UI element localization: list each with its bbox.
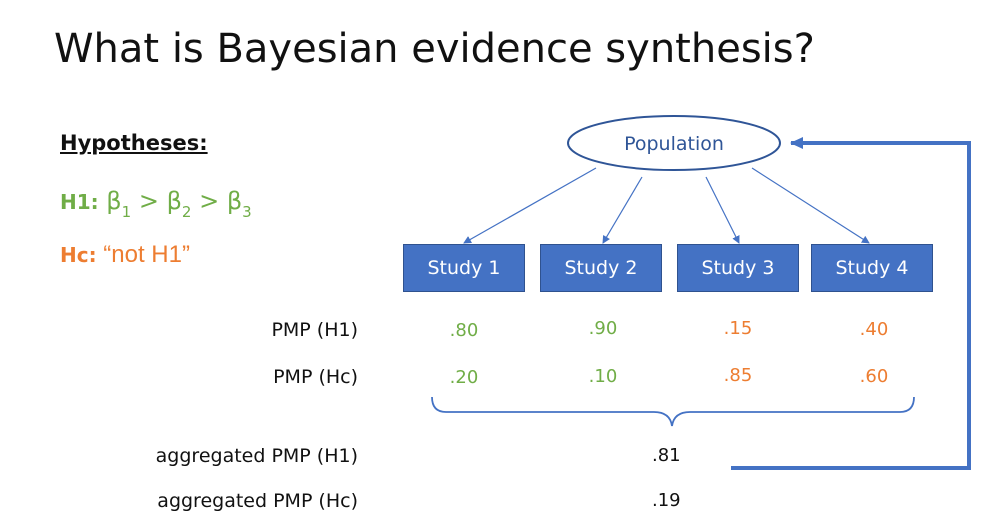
study-1-box: Study 1 [403, 244, 525, 292]
hypothesis-h1: H1: β1 > β2 > β3 [60, 187, 252, 221]
pmp-h1-study-3: .15 [723, 318, 753, 339]
beta-2: β2 [166, 187, 192, 221]
study-2-box: Study 2 [540, 244, 662, 292]
arrow-to-study-1 [463, 167, 597, 244]
aggregated-hc-label: aggregated PMP (Hc) [157, 490, 358, 512]
hc-text: “not H1” [103, 241, 190, 268]
beta-1: β1 [106, 187, 132, 221]
study-4-box: Study 4 [811, 244, 933, 292]
h1-label: H1: [60, 190, 99, 214]
gt-sign: > [199, 187, 220, 215]
population-label: Population [624, 133, 724, 155]
aggregated-hc-value: .19 [652, 490, 681, 511]
pmp-hc-label: PMP (Hc) [273, 366, 358, 388]
arrow-to-study-2 [602, 176, 643, 244]
pmp-hc-study-2: .10 [588, 366, 618, 387]
hypothesis-hc: Hc: “not H1” [60, 241, 190, 269]
aggregated-h1-label: aggregated PMP (H1) [155, 445, 358, 467]
feedback-arrow [731, 137, 971, 470]
pmp-h1-label: PMP (H1) [271, 319, 358, 341]
population-node [567, 115, 781, 171]
pmp-hc-study-1: .20 [449, 367, 479, 388]
arrow-to-study-4 [751, 167, 870, 244]
pmp-h1-study-2: .90 [588, 318, 618, 339]
hypotheses-heading: Hypotheses: [60, 131, 208, 155]
study-3-box: Study 3 [677, 244, 799, 292]
pmp-hc-study-4: .60 [859, 366, 889, 387]
pmp-h1-study-4: .40 [859, 319, 889, 340]
slide-title: What is Bayesian evidence synthesis? [54, 26, 815, 72]
pmp-h1-study-1: .80 [449, 320, 479, 341]
aggregated-h1-value: .81 [652, 445, 681, 466]
arrow-to-study-3 [705, 176, 740, 244]
aggregation-bracket [431, 396, 915, 427]
pmp-hc-study-3: .85 [723, 365, 753, 386]
gt-sign: > [138, 187, 159, 215]
hc-label: Hc: [60, 243, 97, 267]
beta-3: β3 [226, 187, 252, 221]
